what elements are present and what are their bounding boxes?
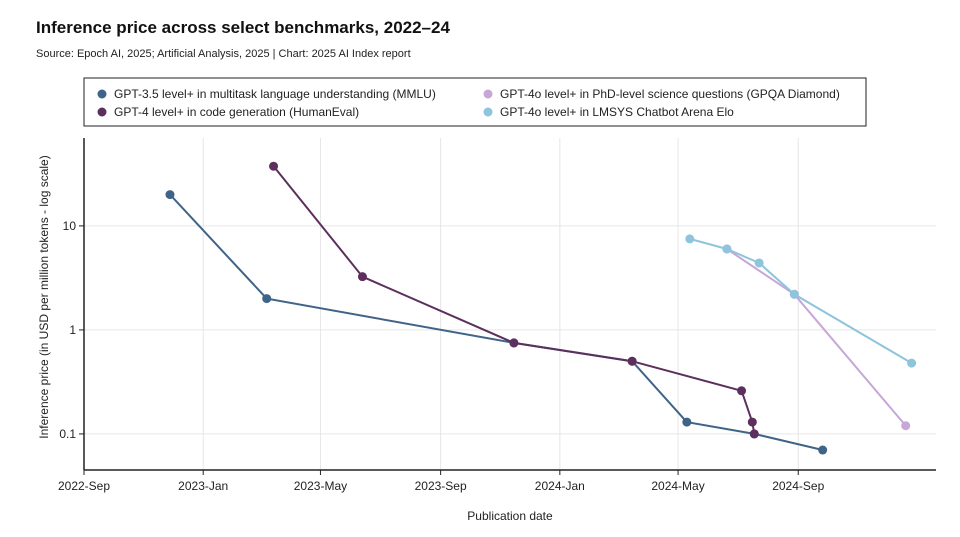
y-tick-label: 0.1 <box>59 427 76 441</box>
data-point <box>737 386 747 396</box>
data-point <box>747 417 757 427</box>
series-layer <box>165 161 917 455</box>
legend-marker <box>97 89 107 99</box>
x-tick-label: 2024-Jan <box>535 479 585 493</box>
data-point <box>509 338 519 348</box>
legend-entry: GPT-4 level+ in code generation (HumanEv… <box>114 105 359 119</box>
data-point <box>627 356 637 366</box>
chart-title: Inference price across select benchmarks… <box>36 18 450 37</box>
x-tick-label: 2023-May <box>294 479 347 493</box>
series-2 <box>269 161 759 439</box>
data-point <box>357 272 367 282</box>
data-point <box>165 190 175 200</box>
data-point <box>262 294 272 304</box>
legend-entry: GPT-4o level+ in LMSYS Chatbot Arena Elo <box>500 105 734 119</box>
legend-marker <box>483 107 493 117</box>
legend-box <box>83 77 867 127</box>
series-line <box>169 193 823 451</box>
series-line <box>272 165 756 435</box>
data-point <box>685 234 695 244</box>
legend-marker <box>97 107 107 117</box>
data-point <box>749 429 759 439</box>
data-point <box>907 358 917 368</box>
series-line <box>726 248 907 427</box>
grid-layer <box>83 138 936 470</box>
legend-entry: GPT-4o level+ in PhD-level science quest… <box>500 87 840 101</box>
series-1 <box>165 190 828 455</box>
y-axis-label: Inference price (in USD per million toke… <box>37 155 51 438</box>
chart-source: Source: Epoch AI, 2025; Artificial Analy… <box>36 48 411 60</box>
data-point <box>269 161 279 171</box>
series-3 <box>722 244 911 431</box>
data-point <box>901 421 911 431</box>
data-point <box>722 244 732 254</box>
data-point <box>789 289 799 299</box>
data-point <box>754 258 764 268</box>
legend-marker <box>483 89 493 99</box>
series-4 <box>685 234 917 368</box>
x-tick-label: 2023-Sep <box>415 479 467 493</box>
x-tick-label: 2024-May <box>651 479 704 493</box>
data-point <box>682 417 692 427</box>
axes-layer: 2022-Sep 2023-Jan 2023-May 2023-Sep 2024-Jan… <box>58 138 936 493</box>
legend: GPT-3.5 level+ in multitask language und… <box>83 77 867 127</box>
x-tick-label: 2024-Sep <box>772 479 824 493</box>
y-tick-label: 1 <box>69 323 76 337</box>
data-point <box>818 445 828 455</box>
y-tick-label: 10 <box>63 219 77 233</box>
x-axis-label: Publication date <box>467 509 553 523</box>
legend-entry: GPT-3.5 level+ in multitask language und… <box>114 87 436 101</box>
x-tick-label: 2022-Sep <box>58 479 110 493</box>
x-tick-label: 2023-Jan <box>178 479 228 493</box>
